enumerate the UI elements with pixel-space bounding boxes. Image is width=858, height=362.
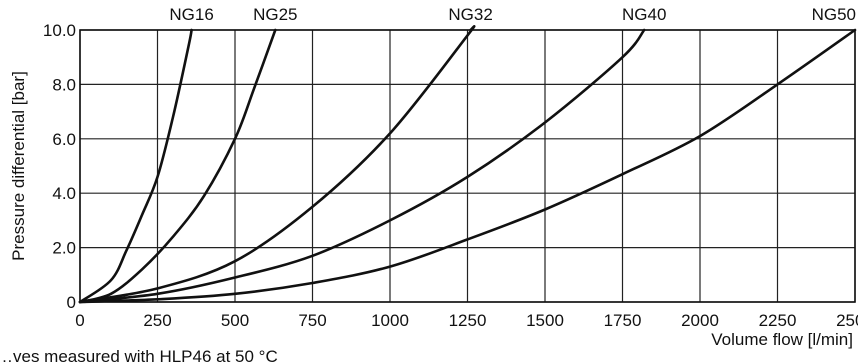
y-tick-label: 10.0: [43, 21, 76, 40]
y-tick-label: 2.0: [52, 239, 76, 258]
series-line-ng25: [78, 28, 277, 304]
series-label-ng25: NG25: [253, 5, 297, 24]
x-tick-label: 750: [298, 311, 326, 330]
x-tick-label: 250: [143, 311, 171, 330]
y-tick-label: 0: [67, 293, 76, 312]
curve-layer: [78, 25, 857, 304]
x-tick-label: 1000: [371, 311, 409, 330]
plot-frame: [79, 29, 856, 303]
series-label-ng16: NG16: [169, 5, 213, 24]
x-tick-label: 1250: [449, 311, 487, 330]
y-axis-title: Pressure differential [bar]: [9, 71, 28, 261]
y-tick-label: 6.0: [52, 130, 76, 149]
series-label-ng32: NG32: [448, 5, 492, 24]
x-tick-label: 2000: [681, 311, 719, 330]
x-tick-label: 2500: [836, 311, 858, 330]
series-line-ng32: [78, 25, 476, 304]
measurement-note: …ves measured with HLP46 at 50 °C: [0, 347, 278, 362]
x-tick-label: 1750: [604, 311, 642, 330]
x-axis-title: Volume flow [l/min]: [711, 330, 853, 349]
tick-layer: 0 250 500 750 1000 1250 1500 1750 2000 2250 2500 0 2…: [43, 21, 858, 330]
series-label-ng50: NG50: [812, 5, 856, 24]
series-line-ng40: [78, 28, 646, 304]
series-line-ng50: [78, 28, 857, 304]
grid-layer: [79, 29, 856, 303]
x-tick-label: 2250: [759, 311, 797, 330]
x-tick-label: 0: [75, 311, 84, 330]
series-label-layer: NG16 NG25 NG32 NG40 NG50: [169, 5, 856, 24]
x-tick-label: 500: [221, 311, 249, 330]
x-tick-label: 1500: [526, 311, 564, 330]
series-line-ng16: [78, 28, 193, 304]
y-tick-label: 4.0: [52, 184, 76, 203]
y-tick-label: 8.0: [52, 75, 76, 94]
series-label-ng40: NG40: [622, 5, 666, 24]
